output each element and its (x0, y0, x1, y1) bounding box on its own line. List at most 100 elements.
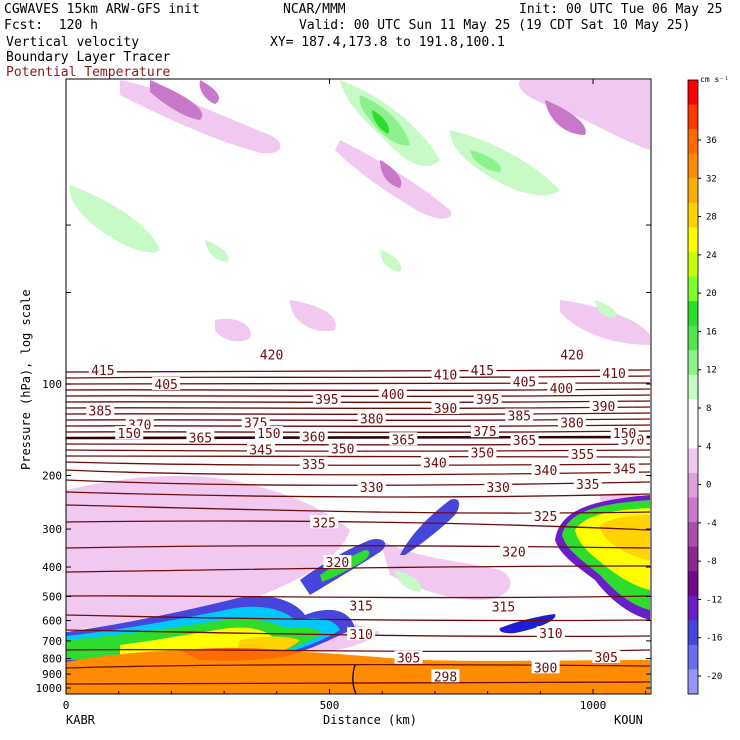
colorbar-label: 24 (706, 251, 717, 261)
theta-label-bg (241, 415, 270, 429)
colorbar-label: 16 (706, 327, 717, 337)
colorbar-cell (688, 423, 698, 449)
theta-label-bg (254, 426, 283, 440)
y-tick-label: 700 (42, 635, 62, 648)
theta-label-bg (347, 598, 376, 612)
colorbar-label: 4 (706, 442, 711, 452)
theta-label: 365 (513, 434, 536, 449)
theta-label-bg (610, 426, 639, 440)
theta-label: 360 (302, 431, 325, 446)
theta-label-bg (473, 391, 502, 405)
x-tick-label: 0 (63, 699, 70, 712)
colorbar-unit: cm s⁻¹ (700, 75, 729, 84)
theta-label-bg (299, 429, 328, 443)
theta-label-bg (573, 476, 602, 490)
theta-label: 300 (534, 661, 557, 676)
theta-label: 365 (392, 433, 415, 448)
theta-label: 350 (471, 446, 494, 461)
colorbar-label: 12 (706, 366, 717, 376)
colorbar-cell (688, 178, 698, 204)
colorbar-cell (688, 497, 698, 523)
theta-label: 415 (91, 364, 114, 379)
y-tick-label: 600 (42, 615, 62, 628)
theta-label: 395 (315, 393, 338, 408)
colorbar-cell (688, 325, 698, 351)
theta-label-bg (257, 347, 286, 361)
colorbar-cell (688, 571, 698, 597)
theta-label: 420 (560, 349, 583, 364)
theta-label: 298 (434, 670, 457, 685)
theta-label-bg (489, 599, 518, 613)
theta-label-bg (152, 377, 181, 390)
field-layer: 420 420 415 415 410 410 405 405 400 400 395 395 390 3… (66, 80, 651, 694)
colorbar-cell (688, 129, 698, 155)
colorbar-cell (688, 620, 698, 646)
theta-label: 390 (592, 400, 615, 415)
colorbar-label: 36 (706, 136, 717, 146)
theta-label-bg (468, 445, 497, 459)
theta-label: 340 (423, 456, 446, 471)
colorbar-cell (688, 276, 698, 302)
theta-label: 310 (539, 627, 562, 642)
y-axis-label: Pressure (hPa), log scale (19, 289, 33, 470)
colorbar-cell (688, 595, 698, 621)
y-tick-label: 100 (42, 378, 62, 391)
theta-label-bg (610, 461, 639, 475)
x-tick-label: 1000 (580, 699, 607, 712)
theta-label-bg (510, 433, 539, 447)
field-label-pbl-tracer: Boundary Layer Tracer (6, 50, 171, 65)
init-time: Init: 00 UTC Tue 06 May 25 (519, 2, 723, 17)
theta-label-bg (420, 455, 449, 469)
theta-label: 340 (534, 464, 557, 479)
theta-label-bg (86, 403, 115, 417)
theta-label-bg (499, 544, 528, 558)
theta-label: 150 (118, 427, 141, 442)
theta-label: 320 (502, 545, 525, 560)
theta-label: 365 (189, 432, 212, 447)
field-label-theta: Potential Temperature (6, 65, 171, 80)
theta-label-bg (557, 347, 586, 361)
theta-label: 315 (349, 599, 372, 614)
theta-label: 385 (89, 404, 112, 419)
theta-label-bg (557, 415, 586, 429)
theta-label: 380 (360, 413, 383, 428)
colorbar-label: -8 (706, 557, 717, 567)
colorbar-label: 28 (706, 213, 717, 223)
theta-label-bg (600, 365, 629, 379)
theta-label-bg (431, 401, 460, 415)
theta-label-bg (531, 660, 560, 674)
theta-label-bg (536, 626, 565, 640)
theta-label-bg (505, 408, 534, 422)
colorbar-label: 0 (706, 481, 711, 491)
theta-label: 420 (260, 349, 283, 364)
theta-label-bg (468, 363, 497, 377)
theta-label: 345 (249, 443, 272, 458)
cross-section-endpoints: XY= 187.4,173.8 to 191.8,100.1 (270, 35, 505, 50)
theta-label: 335 (576, 478, 599, 493)
colorbar-cell (688, 374, 698, 400)
x-axis: 0 500 1000 (63, 79, 647, 712)
theta-label-bg (568, 447, 597, 461)
theta-label: 305 (397, 652, 420, 667)
theta-label-bg (328, 441, 357, 455)
theta-label-bg (547, 380, 576, 394)
colorbar-cell (688, 301, 698, 327)
colorbar-cell (688, 227, 698, 253)
forecast-hour: Fcst: 120 h (4, 18, 98, 33)
plot-frame (65, 78, 652, 695)
colorbar-cell (688, 104, 698, 130)
theta-label-bg (247, 442, 275, 456)
colorbar-cell (688, 522, 698, 548)
theta-label-bg (484, 479, 513, 493)
colorbar-cell (688, 472, 698, 499)
colorbar-label: 8 (706, 404, 711, 414)
colorbar-label: -20 (706, 672, 722, 682)
theta-label-bg (357, 479, 386, 493)
pbl-orange-dark (180, 647, 300, 661)
colorbar-cell (688, 251, 698, 277)
colorbar-label: 20 (706, 289, 717, 299)
theta-label: 400 (550, 382, 573, 397)
theta-label: 315 (492, 601, 515, 616)
